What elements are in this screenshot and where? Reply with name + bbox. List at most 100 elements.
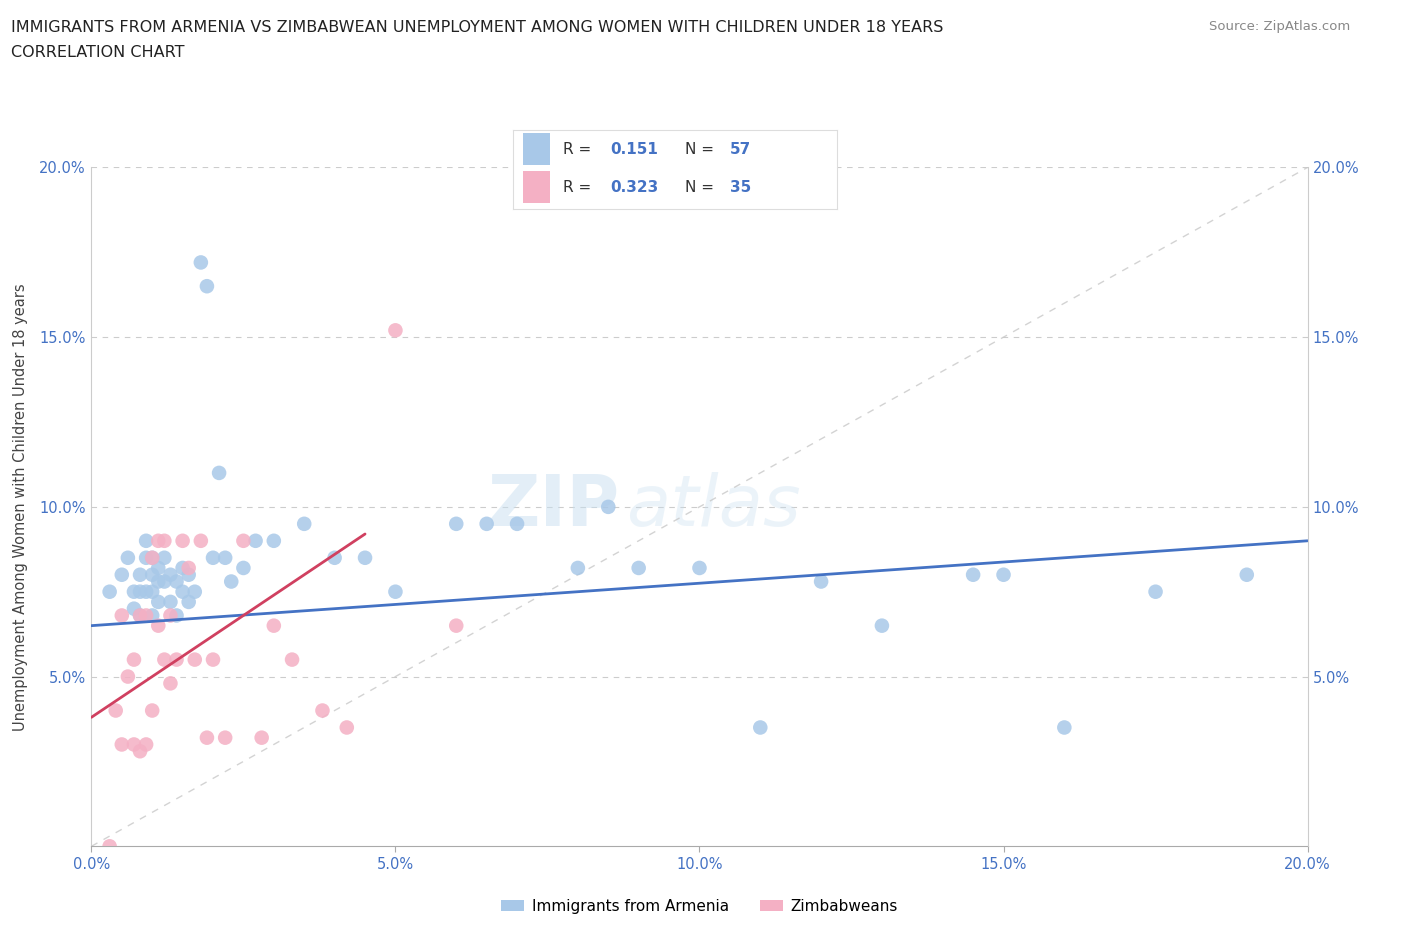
Immigrants from Armenia — [129, 584, 152, 599]
Immigrants from Armenia — [993, 567, 1015, 582]
Zimbabweans — [148, 534, 170, 549]
Immigrants from Armenia — [1236, 567, 1258, 582]
Immigrants from Armenia — [159, 594, 181, 609]
Immigrants from Armenia — [195, 279, 218, 294]
Zimbabweans — [148, 618, 170, 633]
Zimbabweans — [172, 534, 194, 549]
Zimbabweans — [263, 618, 285, 633]
Immigrants from Armenia — [190, 255, 212, 270]
Immigrants from Armenia — [117, 551, 139, 565]
Immigrants from Armenia — [208, 466, 231, 481]
Immigrants from Armenia — [153, 551, 176, 565]
Zimbabweans — [311, 703, 333, 718]
Immigrants from Armenia — [292, 516, 315, 531]
Zimbabweans — [444, 618, 467, 633]
Immigrants from Armenia — [323, 551, 346, 565]
Zimbabweans — [232, 534, 254, 549]
Text: ZIP: ZIP — [488, 472, 620, 541]
Zimbabweans — [104, 703, 127, 718]
Immigrants from Armenia — [688, 561, 710, 576]
Zimbabweans — [214, 730, 236, 745]
Immigrants from Armenia — [135, 534, 157, 549]
Text: R =: R = — [564, 141, 596, 156]
Zimbabweans — [177, 561, 200, 576]
Text: Source: ZipAtlas.com: Source: ZipAtlas.com — [1209, 20, 1350, 33]
Text: 0.323: 0.323 — [610, 179, 658, 194]
Immigrants from Armenia — [135, 584, 157, 599]
Immigrants from Armenia — [141, 584, 163, 599]
Text: N =: N = — [685, 179, 718, 194]
Immigrants from Armenia — [159, 567, 181, 582]
Immigrants from Armenia — [384, 584, 406, 599]
Immigrants from Armenia — [129, 608, 152, 623]
Immigrants from Armenia — [166, 574, 188, 589]
Immigrants from Armenia — [202, 551, 225, 565]
Immigrants from Armenia — [627, 561, 650, 576]
Immigrants from Armenia — [598, 499, 620, 514]
Immigrants from Armenia — [870, 618, 893, 633]
Immigrants from Armenia — [184, 584, 207, 599]
Zimbabweans — [153, 534, 176, 549]
Zimbabweans — [122, 737, 145, 752]
Zimbabweans — [111, 737, 134, 752]
Immigrants from Armenia — [232, 561, 254, 576]
Zimbabweans — [159, 608, 181, 623]
FancyBboxPatch shape — [523, 171, 550, 203]
Immigrants from Armenia — [172, 561, 194, 576]
Immigrants from Armenia — [219, 574, 242, 589]
Zimbabweans — [250, 730, 273, 745]
Zimbabweans — [195, 730, 218, 745]
Text: 35: 35 — [730, 179, 751, 194]
Immigrants from Armenia — [749, 720, 772, 735]
Text: CORRELATION CHART: CORRELATION CHART — [11, 45, 184, 60]
Text: N =: N = — [685, 141, 718, 156]
Immigrants from Armenia — [129, 567, 152, 582]
Immigrants from Armenia — [245, 534, 267, 549]
Immigrants from Armenia — [141, 608, 163, 623]
Zimbabweans — [190, 534, 212, 549]
Text: R =: R = — [564, 179, 596, 194]
Immigrants from Armenia — [141, 551, 163, 565]
Immigrants from Armenia — [962, 567, 984, 582]
Immigrants from Armenia — [148, 561, 170, 576]
Immigrants from Armenia — [177, 567, 200, 582]
Zimbabweans — [281, 652, 304, 667]
Zimbabweans — [141, 551, 163, 565]
Zimbabweans — [98, 839, 121, 854]
Zimbabweans — [336, 720, 359, 735]
Immigrants from Armenia — [122, 602, 145, 617]
Immigrants from Armenia — [135, 551, 157, 565]
Immigrants from Armenia — [166, 608, 188, 623]
Zimbabweans — [129, 744, 152, 759]
Immigrants from Armenia — [506, 516, 529, 531]
Immigrants from Armenia — [148, 574, 170, 589]
Zimbabweans — [122, 652, 145, 667]
Immigrants from Armenia — [177, 594, 200, 609]
Zimbabweans — [384, 323, 406, 338]
Zimbabweans — [202, 652, 225, 667]
Immigrants from Armenia — [263, 534, 285, 549]
Zimbabweans — [135, 737, 157, 752]
Zimbabweans — [111, 608, 134, 623]
Text: 57: 57 — [730, 141, 751, 156]
Immigrants from Armenia — [810, 574, 832, 589]
Immigrants from Armenia — [153, 574, 176, 589]
Immigrants from Armenia — [354, 551, 377, 565]
Immigrants from Armenia — [475, 516, 498, 531]
Y-axis label: Unemployment Among Women with Children Under 18 years: Unemployment Among Women with Children U… — [13, 283, 28, 731]
Text: 0.151: 0.151 — [610, 141, 658, 156]
Immigrants from Armenia — [98, 584, 121, 599]
Immigrants from Armenia — [141, 567, 163, 582]
Immigrants from Armenia — [172, 584, 194, 599]
Zimbabweans — [159, 676, 181, 691]
Zimbabweans — [129, 608, 152, 623]
Immigrants from Armenia — [1144, 584, 1167, 599]
Zimbabweans — [184, 652, 207, 667]
Zimbabweans — [166, 652, 188, 667]
Immigrants from Armenia — [148, 594, 170, 609]
Legend: Immigrants from Armenia, Zimbabweans: Immigrants from Armenia, Zimbabweans — [495, 893, 904, 920]
Immigrants from Armenia — [1053, 720, 1076, 735]
Immigrants from Armenia — [444, 516, 467, 531]
Zimbabweans — [153, 652, 176, 667]
Zimbabweans — [141, 703, 163, 718]
